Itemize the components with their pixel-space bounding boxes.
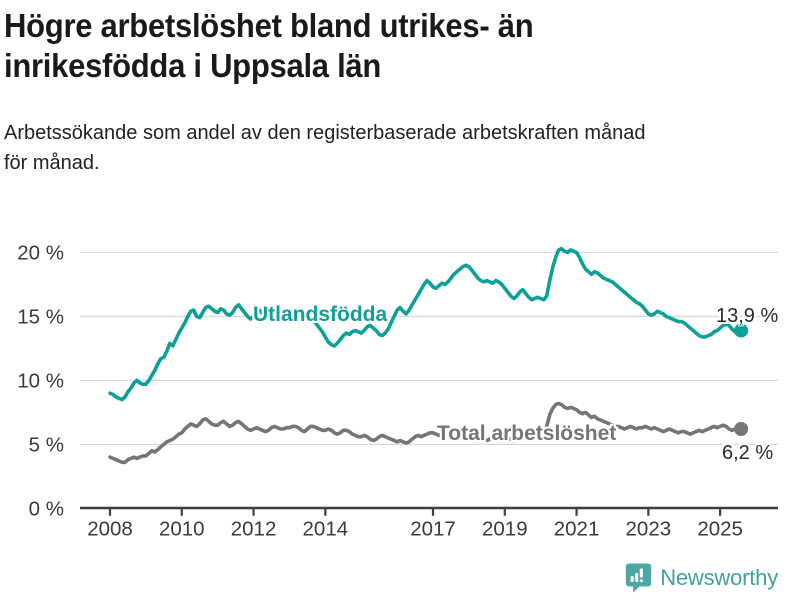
y-axis-tick-label: 20 % — [17, 242, 64, 265]
y-axis-tick-label: 15 % — [17, 305, 64, 328]
x-axis-tick-label: 2017 — [410, 517, 456, 540]
end-dot-utlandsfodda — [734, 323, 749, 338]
page-subtitle: Arbetssökande som andel av den registerb… — [4, 122, 646, 174]
series-line-total — [108, 401, 743, 465]
series-line-utlandsfodda — [108, 246, 743, 402]
page-title: Högre arbetslöshet bland utrikes- än inr… — [4, 7, 534, 84]
newsworthy-logo[interactable]: Newsworthy — [625, 563, 778, 593]
x-axis-tick-label: 2021 — [554, 517, 600, 540]
x-axis-tick-label: 2012 — [231, 517, 277, 540]
x-axis-tick-label: 2014 — [303, 517, 349, 540]
y-axis-tick-label: 10 % — [17, 369, 64, 392]
end-value-label-total: 6,2 % — [722, 442, 774, 464]
x-axis-tick-label: 2025 — [697, 517, 743, 540]
series-label-total-arbetsloshet: Total arbetslöshet — [437, 422, 617, 445]
x-axis-tick-label: 2019 — [482, 517, 528, 540]
bar-chart-speech-bubble-icon — [625, 563, 652, 593]
newsworthy-logo-text: Newsworthy — [660, 565, 778, 590]
x-axis-tick-label: 2008 — [87, 517, 133, 540]
x-axis-tick-label: 2023 — [626, 517, 672, 540]
y-axis-tick-label: 0 % — [29, 497, 64, 520]
y-axis-tick-label: 5 % — [29, 433, 64, 456]
series-label-utlandsfodda: Utlandsfödda — [253, 303, 388, 326]
end-dot-total — [734, 422, 749, 437]
end-value-label-utlandsfodda: 13,9 % — [716, 305, 779, 327]
x-axis-tick-label: 2010 — [159, 517, 205, 540]
